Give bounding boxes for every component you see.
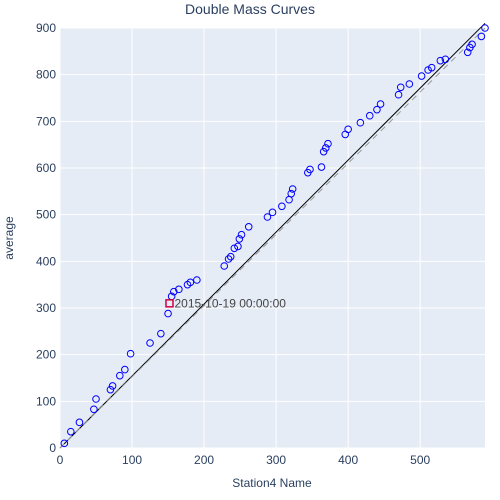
- data-point: [60, 439, 69, 448]
- data-point: [164, 309, 172, 318]
- data-point: [287, 189, 296, 198]
- data-point: [126, 349, 135, 358]
- data-point: [373, 105, 381, 114]
- y-tick-label: 300: [36, 301, 56, 315]
- x-axis-title: Station4 Name: [232, 476, 312, 490]
- data-point: [146, 339, 154, 347]
- reference-line: [59, 27, 486, 449]
- data-point: [468, 40, 476, 49]
- data-point: [157, 329, 165, 338]
- data-point: [175, 285, 183, 294]
- y-tick-label: 600: [36, 161, 56, 175]
- data-point: [394, 90, 403, 99]
- y-axis-title: average: [2, 216, 16, 260]
- data-point: [405, 80, 414, 88]
- data-point: [322, 144, 330, 152]
- data-point: [417, 72, 426, 80]
- data-point: [230, 244, 239, 253]
- y-tick-label: 800: [36, 68, 56, 82]
- chart-title: Double Mass Curves: [185, 1, 315, 17]
- y-tick-label: 0: [49, 441, 56, 455]
- data-point: [481, 24, 489, 32]
- x-tick-label: 200: [194, 453, 214, 467]
- data-point: [356, 118, 365, 127]
- data-point: [396, 83, 405, 92]
- data-point: [92, 395, 100, 403]
- data-point: [186, 278, 195, 287]
- grid-lines: [59, 27, 485, 449]
- data-point: [220, 262, 229, 270]
- data-point: [67, 427, 75, 436]
- data-point: [477, 32, 486, 41]
- data-point: [75, 418, 84, 427]
- y-tick-label: 500: [36, 208, 56, 222]
- data-point: [263, 213, 272, 221]
- data-point: [193, 276, 201, 284]
- data-point: [244, 223, 253, 231]
- data-point: [317, 163, 326, 171]
- x-tick-label: 400: [338, 453, 358, 467]
- data-point: [288, 185, 297, 193]
- data-point: [463, 48, 472, 57]
- data-point: [436, 56, 445, 65]
- series-lines: [59, 22, 486, 449]
- y-tick-label: 400: [36, 254, 56, 268]
- data-point: [268, 208, 277, 217]
- data-point: [235, 235, 244, 243]
- data-point: [365, 111, 374, 120]
- data-point: [106, 385, 115, 394]
- trend-line: [59, 22, 486, 449]
- highlight-layer: 2015-10-19 00:00:00: [165, 296, 286, 310]
- x-tick-label: 0: [57, 453, 64, 467]
- data-point: [441, 55, 450, 64]
- data-point: [306, 165, 314, 174]
- data-point: [90, 405, 98, 414]
- annotation-label: 2015-10-19 00:00:00: [174, 296, 286, 310]
- data-point: [319, 147, 328, 156]
- data-point: [237, 230, 246, 239]
- y-tick-label: 900: [36, 21, 56, 35]
- y-tick-label: 100: [36, 394, 56, 408]
- data-point: [121, 365, 129, 374]
- data-point: [427, 63, 436, 72]
- highlight-marker: [165, 299, 174, 308]
- x-tick-label: 100: [122, 453, 142, 467]
- y-tick-label: 700: [36, 114, 56, 128]
- data-point: [278, 202, 286, 211]
- data-point: [324, 139, 332, 148]
- data-point: [170, 287, 178, 296]
- data-point: [108, 382, 117, 390]
- tick-labels: 0 100 200 300 400 500 0 100 200 300 400 500 600 700 80…: [36, 21, 431, 467]
- data-point: [226, 252, 235, 261]
- x-tick-label: 500: [410, 453, 430, 467]
- data-point: [115, 371, 124, 380]
- data-point: [376, 100, 385, 108]
- series-points: [60, 24, 489, 448]
- data-point: [234, 242, 242, 251]
- data-point: [224, 255, 233, 263]
- data-point: [344, 125, 352, 134]
- x-tick-label: 300: [266, 453, 286, 467]
- y-tick-label: 200: [36, 348, 56, 362]
